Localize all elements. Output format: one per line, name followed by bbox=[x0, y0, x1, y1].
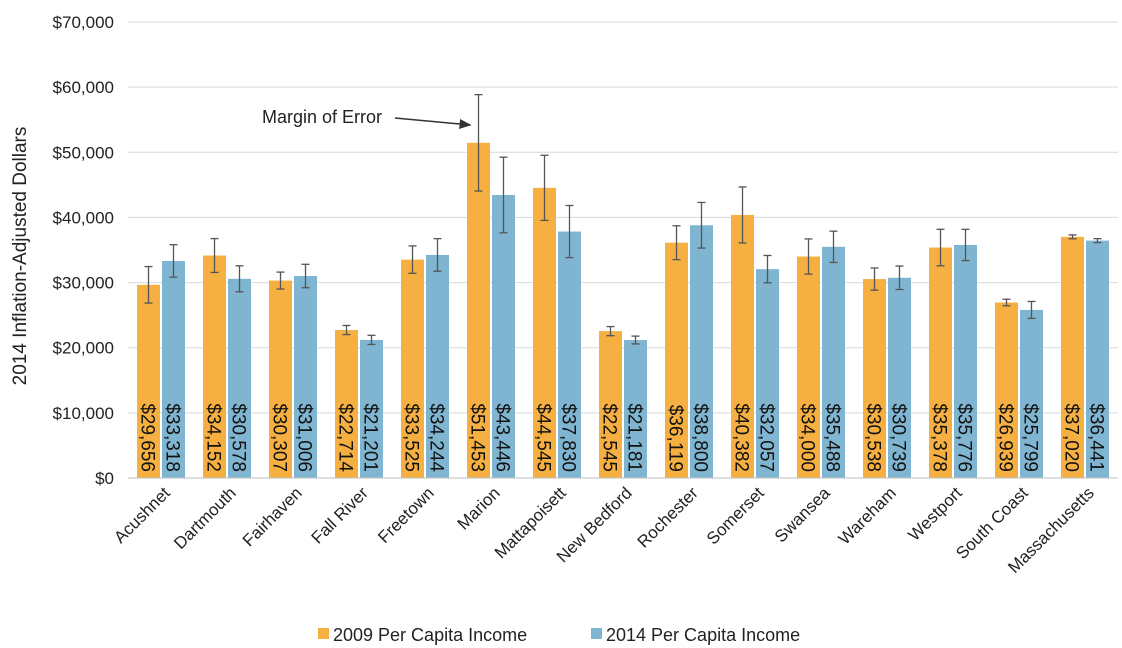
bar-value-label: $29,656 bbox=[137, 403, 158, 472]
gridlines bbox=[128, 21, 1118, 414]
bar bbox=[269, 280, 292, 478]
x-tick-label: Dartmouth bbox=[170, 483, 240, 553]
bar bbox=[228, 278, 251, 478]
bar bbox=[203, 255, 226, 478]
bar bbox=[624, 340, 647, 478]
bar bbox=[467, 142, 490, 479]
legend-label-2009: 2009 Per Capita Income bbox=[333, 625, 527, 645]
bar bbox=[533, 187, 556, 478]
y-tick-label: $10,000 bbox=[53, 404, 114, 423]
bar-value-label: $33,525 bbox=[401, 403, 422, 472]
bar-value-label: $30,538 bbox=[863, 403, 884, 472]
bar bbox=[731, 214, 754, 478]
bar-value-label: $22,545 bbox=[599, 403, 620, 472]
x-tick-label: Wareham bbox=[835, 483, 900, 548]
bar-value-label: $43,446 bbox=[492, 403, 513, 472]
y-tick-label: $40,000 bbox=[53, 208, 114, 227]
bar bbox=[162, 260, 185, 478]
bar-value-label: $25,799 bbox=[1020, 403, 1041, 472]
bars bbox=[137, 142, 1109, 479]
bar-value-label: $35,776 bbox=[954, 403, 975, 472]
bar-value-label: $34,244 bbox=[426, 403, 447, 472]
bar bbox=[1020, 309, 1043, 478]
bar-value-label: $30,307 bbox=[269, 403, 290, 472]
bar bbox=[426, 254, 449, 478]
bar bbox=[137, 284, 160, 478]
bar-value-label: $32,057 bbox=[756, 403, 777, 472]
annotation-text: Margin of Error bbox=[262, 107, 382, 127]
bar bbox=[665, 242, 688, 478]
y-tick-label: $20,000 bbox=[53, 339, 114, 358]
x-tick-label: Acushnet bbox=[110, 483, 174, 547]
x-tick-label: Swansea bbox=[771, 483, 834, 546]
y-tick-label: $0 bbox=[95, 469, 114, 488]
bar-value-labels: $29,656 $33,318 $34,152 $30,578 $30,307 $31,0… bbox=[137, 403, 1107, 472]
bar-value-label: $44,545 bbox=[533, 403, 554, 472]
bar bbox=[863, 279, 886, 478]
bar-value-label: $22,714 bbox=[335, 403, 356, 472]
bar-value-label: $34,152 bbox=[203, 403, 224, 472]
y-axis-title: 2014 Inflation-Adjusted Dollars bbox=[10, 127, 31, 386]
bar bbox=[401, 259, 424, 478]
bar-value-label: $35,378 bbox=[929, 403, 950, 472]
legend-swatch-2009 bbox=[318, 628, 329, 639]
x-tick-label: Westport bbox=[905, 483, 967, 545]
bar bbox=[294, 276, 317, 478]
x-tick-label: Freetown bbox=[374, 483, 438, 547]
bar-value-label: $37,830 bbox=[558, 403, 579, 472]
bar-value-label: $35,488 bbox=[822, 403, 843, 472]
x-tick-label: Marion bbox=[454, 483, 504, 533]
annotation-arrow bbox=[394, 117, 472, 129]
bar bbox=[360, 339, 383, 478]
bar-value-label: $26,939 bbox=[995, 403, 1016, 472]
x-tick-label: Rochester bbox=[634, 483, 702, 551]
y-axis-ticks: $0 $10,000 $20,000 $30,000 $40,000 $50,000 $60… bbox=[53, 13, 114, 488]
bar-value-label: $36,441 bbox=[1086, 403, 1107, 472]
bar-value-label: $38,800 bbox=[690, 403, 711, 472]
bar-value-label: $21,181 bbox=[624, 403, 645, 472]
bar bbox=[492, 194, 515, 478]
bar bbox=[995, 302, 1018, 478]
annotation: Margin of Error bbox=[262, 107, 472, 129]
bar-value-label: $30,578 bbox=[228, 403, 249, 472]
bar bbox=[822, 246, 845, 478]
y-tick-label: $50,000 bbox=[53, 143, 114, 162]
legend: 2009 Per Capita Income 2014 Per Capita I… bbox=[318, 625, 800, 645]
bar bbox=[797, 256, 820, 478]
error-bars bbox=[144, 93, 1102, 346]
bar bbox=[954, 244, 977, 478]
bar bbox=[756, 269, 779, 478]
bar-value-label: $33,318 bbox=[162, 403, 183, 472]
y-tick-label: $60,000 bbox=[53, 78, 114, 97]
bar-value-label: $21,201 bbox=[360, 403, 381, 472]
legend-swatch-2014 bbox=[591, 628, 602, 639]
bar-value-label: $51,453 bbox=[467, 403, 488, 472]
y-tick-label: $70,000 bbox=[53, 13, 114, 32]
bar-value-label: $31,006 bbox=[294, 403, 315, 472]
bar bbox=[929, 247, 952, 478]
x-tick-label: Somerset bbox=[703, 483, 768, 548]
bar bbox=[1061, 236, 1084, 478]
bar-value-label: $37,020 bbox=[1061, 403, 1082, 472]
bar-value-label: $40,382 bbox=[731, 403, 752, 472]
bar bbox=[1086, 240, 1109, 478]
y-tick-label: $30,000 bbox=[53, 274, 114, 293]
bar-value-label: $36,119 bbox=[665, 405, 686, 472]
legend-label-2014: 2014 Per Capita Income bbox=[606, 625, 800, 645]
bar bbox=[335, 330, 358, 478]
bar-value-label: $34,000 bbox=[797, 403, 818, 472]
bar bbox=[690, 225, 713, 478]
bar bbox=[888, 277, 911, 478]
bar bbox=[558, 231, 581, 478]
x-tick-label: Fall River bbox=[308, 483, 372, 547]
bar bbox=[599, 331, 622, 478]
x-tick-label: Fairhaven bbox=[239, 483, 306, 550]
bar-value-label: $30,739 bbox=[888, 403, 909, 472]
